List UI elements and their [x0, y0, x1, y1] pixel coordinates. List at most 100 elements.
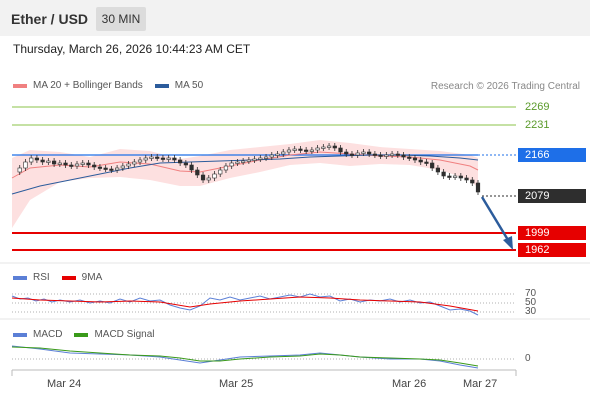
x-axis-label-mar25: Mar 25 [219, 378, 254, 390]
candle-body [475, 182, 481, 193]
legend-item-rsi: RSI [13, 272, 50, 283]
candle-body [178, 159, 183, 164]
candle-body [470, 179, 475, 184]
candle-body [298, 148, 303, 151]
candle-body [452, 175, 458, 178]
candle-body [355, 152, 360, 156]
macd-line [11, 345, 479, 369]
candle-body [361, 151, 366, 154]
candle-body [218, 169, 223, 175]
candle-body [309, 149, 314, 152]
rsi-swatch-icon [13, 275, 27, 280]
candle-body [120, 165, 125, 169]
pair-title: Ether / USD [11, 11, 89, 27]
x-axis-label-mar24: Mar 24 [47, 378, 82, 390]
level-tag-2079: 2079 [518, 189, 586, 203]
candle-body [137, 159, 143, 163]
candle-body [86, 162, 91, 166]
copyright-label: Research © 2026 Trading Central [430, 81, 580, 92]
candle-body [246, 159, 251, 162]
candle-body [258, 157, 263, 160]
candle-body [435, 167, 441, 173]
candle-body [304, 149, 309, 152]
candle-body [155, 156, 160, 159]
candle-body [418, 159, 423, 163]
bollinger-band [12, 140, 478, 228]
datetime-label: Thursday, March 26, 2026 10:44:23 AM CET [13, 42, 251, 56]
level-tag-1999: 1999 [518, 226, 586, 240]
candlestick-series [17, 143, 481, 195]
candle-body [223, 165, 229, 171]
candle-body [349, 153, 355, 156]
rsi-label-30: 30 [525, 306, 537, 317]
timeframe-button[interactable]: 30 MIN [96, 7, 146, 31]
candle-body [401, 154, 406, 158]
candle-body [378, 154, 383, 157]
candle-body [200, 174, 206, 181]
candle-body [367, 151, 372, 155]
9ma-swatch-icon [61, 275, 76, 280]
candle-body [235, 161, 240, 164]
candle-body [34, 157, 40, 161]
candle-body [115, 167, 120, 171]
candle-body [97, 166, 103, 169]
candle-body [281, 151, 286, 155]
legend-label-macd: MACD [33, 329, 63, 340]
macd-zero-label: 0 [525, 353, 531, 364]
candle-body [275, 153, 280, 156]
candle-body [241, 160, 246, 163]
candle-body [29, 157, 34, 163]
legend-item-ma50: MA 50 [154, 80, 203, 91]
candle-body [292, 148, 297, 151]
candle-body [321, 146, 326, 149]
candle-body [189, 164, 194, 171]
legend-label-ma20: MA 20 + Bollinger Bands [33, 80, 143, 91]
candle-body [143, 157, 148, 161]
candle-body [74, 163, 80, 167]
candle-body [206, 177, 211, 181]
candle-body [447, 175, 452, 178]
candle-body [109, 168, 114, 171]
candle-body [229, 162, 234, 167]
macd-swatch-icon [13, 332, 27, 337]
ma20-swatch-icon [13, 83, 27, 88]
rsi-line [11, 293, 479, 316]
candle-body [57, 162, 62, 165]
x-axis-label-mar26: Mar 26 [392, 378, 427, 390]
candle-body [344, 151, 349, 155]
rsi-label-50: 50 [525, 297, 537, 308]
candle-body [407, 156, 412, 159]
candle-body [252, 158, 257, 161]
candle-body [395, 153, 400, 156]
legend-label-macd-signal: MACD Signal [94, 329, 155, 340]
candle-body [389, 153, 395, 156]
candle-body [315, 147, 320, 151]
candle-body [51, 160, 57, 165]
candle-body [40, 159, 45, 163]
main-legend: MA 20 + Bollinger Bands MA 50 [13, 80, 215, 91]
candle-body [441, 171, 446, 177]
candle-body [263, 156, 269, 159]
candle-body [92, 164, 97, 168]
candle-body [80, 162, 85, 165]
candle-body [286, 149, 292, 153]
legend-item-9ma: 9MA [61, 272, 103, 283]
level-tag-1962: 1962 [518, 243, 586, 257]
rsi-legend: RSI 9MA [13, 272, 114, 283]
candle-body [23, 161, 28, 169]
rsi-ma-line [11, 296, 479, 312]
candle-body [149, 156, 154, 159]
candle-body [269, 154, 274, 158]
legend-label-9ma: 9MA [81, 272, 103, 283]
candle-body [372, 153, 377, 156]
candle-body [103, 167, 108, 170]
macd-legend: MACD MACD Signal [13, 329, 166, 340]
candle-body [166, 157, 171, 160]
legend-item-ma20: MA 20 + Bollinger Bands [13, 80, 143, 91]
ma50-swatch-icon [154, 83, 169, 88]
candle-body [424, 161, 429, 164]
candle-body [183, 162, 188, 166]
legend-item-macd: MACD [13, 329, 62, 340]
candle-body [17, 167, 22, 173]
